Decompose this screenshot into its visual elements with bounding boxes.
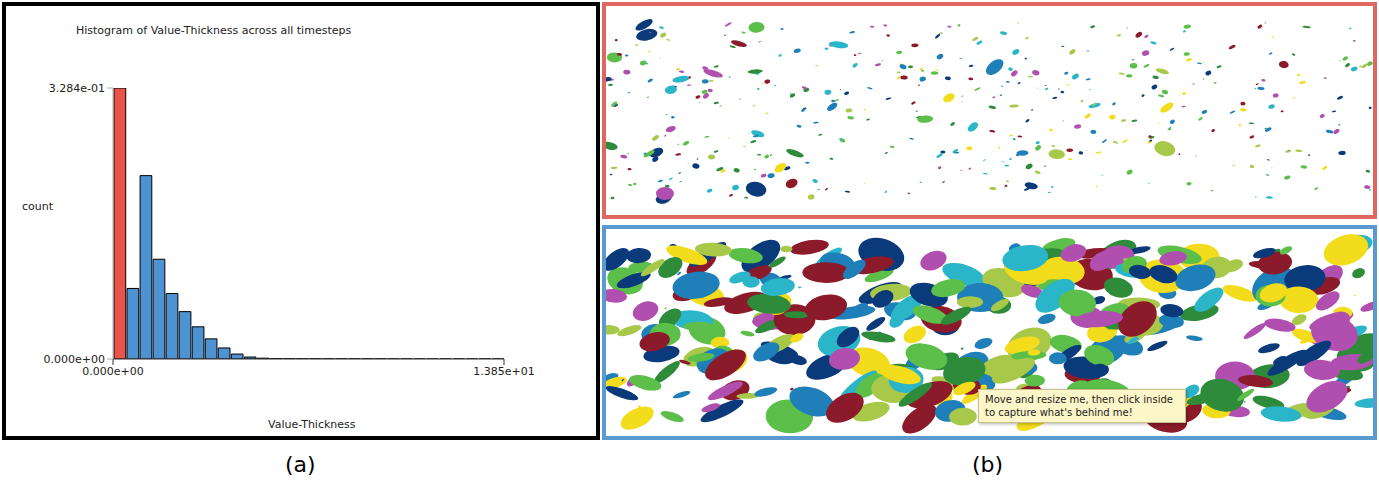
- svg-text:1.385e+01: 1.385e+01: [473, 365, 534, 378]
- svg-text:3.284e-01: 3.284e-01: [49, 82, 105, 95]
- svg-text:0.000e+00: 0.000e+00: [44, 353, 105, 366]
- html-text:Histogram of Value-Thickness a: Histogram of Value-Thickness across all …: [76, 24, 352, 37]
- svg-text:0.000e+00: 0.000e+00: [82, 365, 143, 378]
- html-text:Value-Thickness: Value-Thickness: [268, 418, 356, 431]
- html-text:Move and resize me, then click: Move and resize me, then click inside to…: [985, 394, 1173, 418]
- html-text:(b): (b): [972, 452, 1004, 477]
- html-text:(a): (a): [285, 452, 316, 477]
- html-text:count: count: [22, 200, 53, 213]
